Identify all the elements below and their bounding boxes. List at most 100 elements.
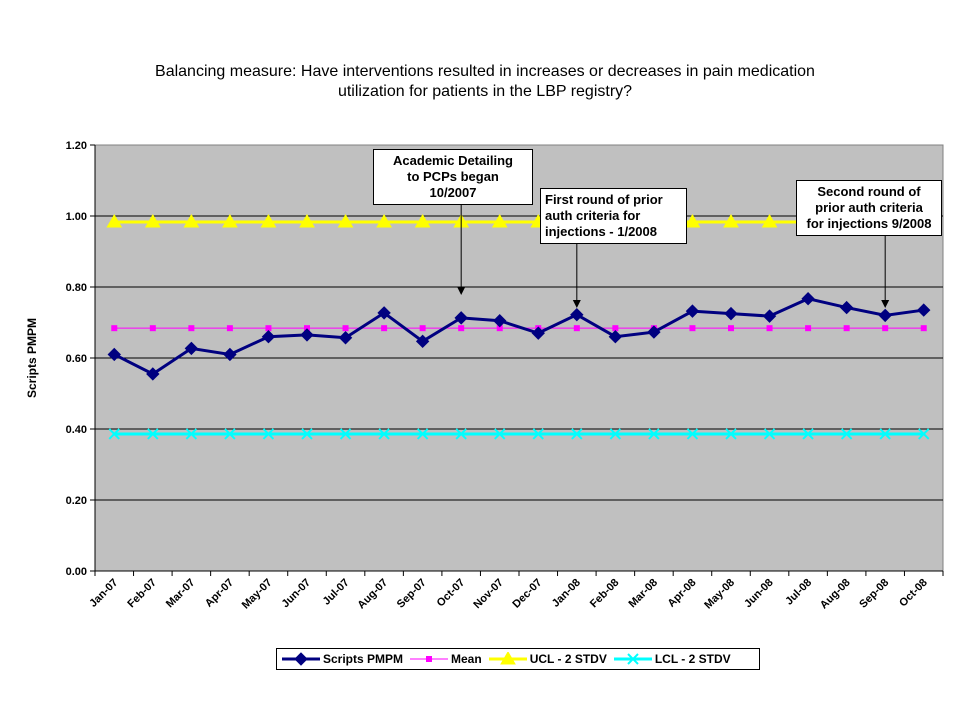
data-point bbox=[728, 325, 734, 332]
series-layer bbox=[106, 214, 932, 440]
x-tick-label: Feb-08 bbox=[588, 577, 622, 611]
data-point bbox=[571, 428, 583, 440]
x-tick-label: Jun-07 bbox=[280, 577, 314, 611]
chart-title-line-1: Balancing measure: Have interventions re… bbox=[155, 63, 815, 80]
x-tick-label: Oct-08 bbox=[897, 577, 930, 610]
data-point bbox=[801, 292, 815, 306]
data-point bbox=[339, 428, 352, 440]
data-point bbox=[376, 214, 392, 228]
data-point bbox=[260, 214, 277, 228]
data-point bbox=[147, 428, 159, 440]
data-point bbox=[184, 341, 199, 356]
annotation-second-prior-auth: Second round of prior auth criteria for … bbox=[796, 180, 942, 236]
x-tick-label: Sep-07 bbox=[395, 577, 429, 611]
annotation-arrow-head bbox=[457, 287, 466, 295]
data-point bbox=[570, 307, 584, 322]
x-tick-label: Jul-08 bbox=[783, 577, 814, 608]
data-point bbox=[917, 303, 931, 317]
x-tick-label: Oct-07 bbox=[435, 577, 468, 610]
data-point bbox=[689, 325, 696, 332]
y-tick-label: 0.00 bbox=[66, 566, 87, 578]
annotation-arrow-head bbox=[572, 300, 581, 308]
x-tick-label: May-08 bbox=[702, 577, 737, 612]
x-tick-label: Aug-08 bbox=[818, 577, 853, 612]
data-point bbox=[458, 325, 465, 332]
data-point bbox=[761, 214, 778, 228]
data-point bbox=[146, 367, 160, 381]
data-point bbox=[299, 214, 315, 228]
legend-item-scripts-pmpm: Scripts PMPM bbox=[281, 652, 403, 666]
data-point bbox=[183, 214, 200, 228]
data-point bbox=[839, 300, 854, 315]
legend-label: LCL - 2 STDV bbox=[654, 652, 731, 666]
data-point bbox=[573, 325, 580, 332]
annotation-line: prior auth criteria bbox=[815, 200, 923, 215]
x-tick-label: Jul-07 bbox=[321, 577, 352, 608]
data-point bbox=[499, 652, 516, 665]
data-point bbox=[725, 428, 737, 440]
data-point bbox=[381, 325, 388, 332]
x-tick-label: Apr-08 bbox=[665, 577, 698, 610]
data-point bbox=[415, 334, 430, 349]
data-point bbox=[454, 311, 468, 325]
y-tick-label: 0.20 bbox=[66, 495, 87, 507]
data-point bbox=[416, 428, 429, 440]
series-lcl-2-stdv bbox=[108, 428, 930, 440]
data-point bbox=[108, 428, 120, 440]
y-tick-label: 0.80 bbox=[66, 282, 87, 294]
x-tick-label: Mar-07 bbox=[164, 577, 198, 611]
data-point bbox=[223, 347, 237, 362]
x-tick-label: Feb-07 bbox=[125, 577, 159, 611]
data-point bbox=[531, 326, 545, 340]
data-point bbox=[648, 428, 660, 440]
data-point bbox=[763, 428, 776, 440]
data-point bbox=[294, 652, 308, 666]
data-point bbox=[878, 308, 892, 323]
data-point bbox=[262, 428, 275, 440]
x-tick-label: Mar-08 bbox=[626, 577, 660, 611]
data-point bbox=[304, 325, 310, 332]
series-line bbox=[113, 297, 924, 376]
data-point bbox=[918, 428, 930, 440]
data-point bbox=[491, 214, 508, 228]
annotation-line: injections - 1/2008 bbox=[545, 224, 657, 239]
data-point bbox=[426, 656, 433, 662]
legend-label: Scripts PMPM bbox=[323, 652, 404, 666]
y-tick-label: 0.60 bbox=[66, 353, 87, 365]
data-point bbox=[802, 428, 814, 440]
y-tick-label: 1.20 bbox=[66, 140, 87, 152]
data-point bbox=[378, 428, 390, 440]
data-point bbox=[879, 428, 891, 440]
legend-item-lcl-2-stdv: LCL - 2 STDV bbox=[613, 652, 731, 666]
data-point bbox=[185, 428, 198, 440]
annotation-line: auth criteria for bbox=[545, 208, 641, 223]
data-point bbox=[723, 214, 739, 228]
data-point bbox=[222, 214, 238, 228]
data-point bbox=[840, 428, 853, 440]
data-point bbox=[805, 325, 812, 332]
x-tick-label: Jan-07 bbox=[87, 577, 120, 610]
data-point bbox=[612, 325, 619, 332]
legend-label: UCL - 2 STDV bbox=[529, 652, 607, 666]
legend-swatch bbox=[282, 652, 320, 666]
y-tick-label: 0.40 bbox=[66, 424, 87, 436]
annotation-line: for injections 9/2008 bbox=[806, 216, 932, 231]
data-point bbox=[261, 329, 276, 344]
data-point bbox=[265, 325, 272, 332]
data-point bbox=[627, 653, 639, 665]
data-point bbox=[493, 314, 507, 328]
chart-legend: Scripts PMPM Mean UCL - 2 STDV LCL - 2 STDV bbox=[276, 648, 760, 670]
x-tick-label: May-07 bbox=[240, 577, 275, 612]
data-point bbox=[338, 331, 353, 345]
chart-title-line-2: utilization for patients in the LBP regi… bbox=[337, 83, 633, 100]
data-point bbox=[226, 325, 233, 332]
data-point bbox=[188, 325, 195, 332]
data-point bbox=[377, 306, 391, 320]
legend-item-mean: Mean bbox=[409, 652, 482, 666]
legend-swatch bbox=[488, 652, 527, 665]
data-point bbox=[455, 428, 467, 440]
data-point bbox=[724, 306, 738, 321]
data-point bbox=[608, 329, 623, 344]
data-point bbox=[111, 325, 118, 332]
